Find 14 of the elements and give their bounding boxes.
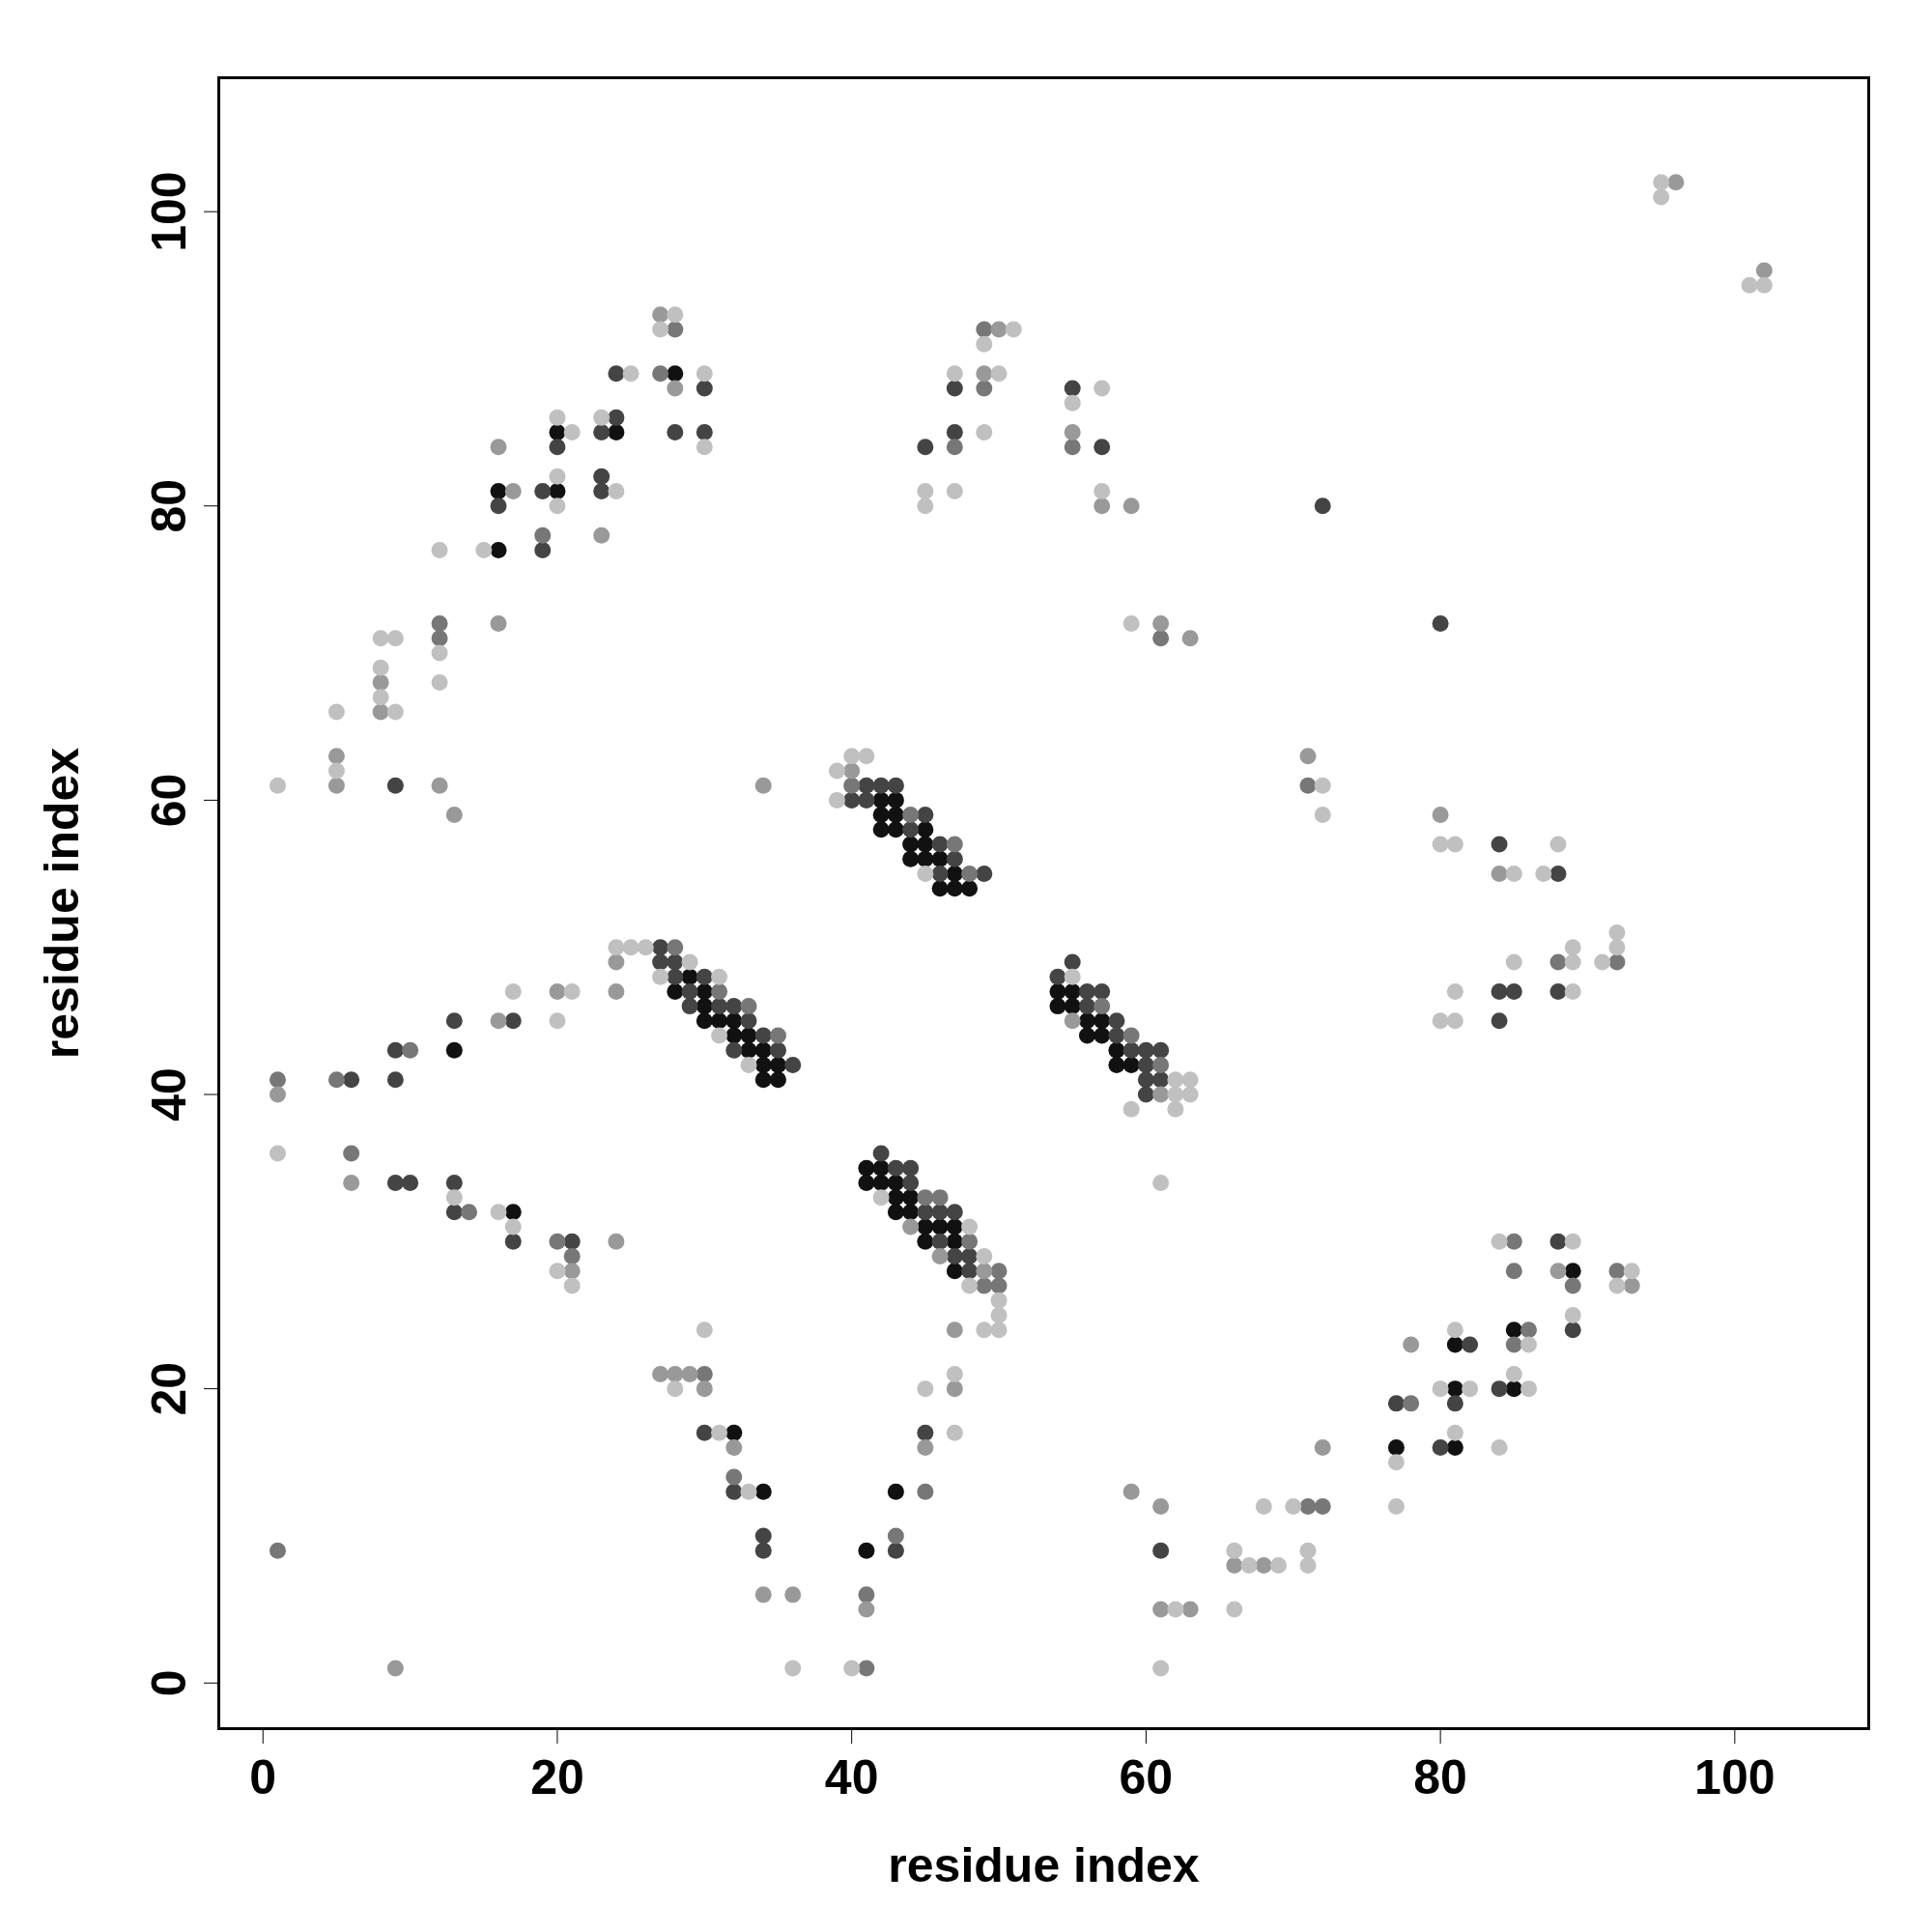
x-axis-title: residue index xyxy=(888,1838,1200,1892)
x-tick-label: 80 xyxy=(1413,1749,1467,1804)
y-tick-label: 100 xyxy=(142,171,197,252)
y-tick-label: 0 xyxy=(142,1669,197,1697)
y-axis-title: residue index xyxy=(34,747,89,1060)
y-tick-label: 60 xyxy=(142,773,197,828)
x-tick-label: 100 xyxy=(1694,1749,1776,1804)
y-tick-label: 20 xyxy=(142,1361,197,1416)
y-tick-label: 80 xyxy=(142,478,197,533)
x-tick-label: 20 xyxy=(530,1749,584,1804)
x-tick-label: 40 xyxy=(824,1749,879,1804)
y-tick-label: 40 xyxy=(142,1067,197,1122)
x-tick-label: 60 xyxy=(1119,1749,1174,1804)
x-tick-label: 0 xyxy=(249,1749,277,1804)
